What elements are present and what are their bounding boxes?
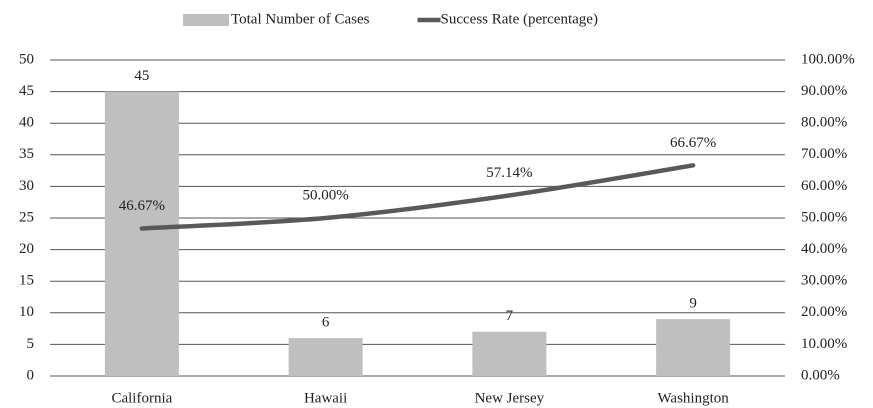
y2-tick-label: 50.00% — [801, 209, 847, 225]
y2-tick-label: 60.00% — [801, 178, 847, 194]
legend-label: Success Rate (percentage) — [441, 11, 598, 27]
bar — [472, 331, 547, 376]
x-tick-label: Hawaii — [304, 390, 347, 406]
y2-tick-label: 90.00% — [801, 83, 847, 99]
y2-tick-label: 30.00% — [801, 273, 847, 289]
y-tick-label: 45 — [19, 83, 34, 99]
bar-value-label: 45 — [134, 68, 149, 84]
bar-value-label: 6 — [322, 315, 330, 331]
y-tick-label: 5 — [27, 336, 35, 352]
y2-tick-label: 70.00% — [801, 146, 847, 162]
y2-tick-label: 40.00% — [801, 241, 847, 257]
y2-tick-label: 10.00% — [801, 336, 847, 352]
y-tick-label: 15 — [19, 273, 34, 289]
y-tick-label: 40 — [19, 115, 34, 131]
line-value-label: 46.67% — [119, 198, 165, 214]
legend-swatch — [183, 14, 229, 26]
y-tick-label: 35 — [19, 146, 34, 162]
x-tick-label: New Jersey — [475, 390, 545, 406]
y2-tick-label: 0.00% — [801, 367, 840, 383]
line-value-label: 57.14% — [486, 165, 532, 181]
y2-tick-label: 100.00% — [801, 51, 855, 67]
y-tick-label: 20 — [19, 241, 34, 257]
bar — [288, 338, 363, 376]
x-tick-label: Washington — [657, 390, 729, 406]
line-value-label: 50.00% — [303, 187, 349, 203]
x-tick-label: California — [111, 390, 172, 406]
y-tick-label: 25 — [19, 209, 34, 225]
y-tick-label: 0 — [27, 367, 35, 383]
legend-label: Total Number of Cases — [231, 11, 370, 27]
y2-tick-label: 20.00% — [801, 304, 847, 320]
bar-value-label: 9 — [689, 296, 697, 312]
bar — [656, 319, 731, 376]
line — [139, 163, 696, 231]
y-tick-label: 10 — [19, 304, 34, 320]
bar-value-label: 7 — [506, 308, 514, 324]
y-tick-label: 30 — [19, 178, 34, 194]
line-value-label: 66.67% — [670, 135, 716, 151]
y-tick-label: 50 — [19, 51, 34, 67]
bar — [104, 91, 179, 376]
y2-tick-label: 80.00% — [801, 115, 847, 131]
